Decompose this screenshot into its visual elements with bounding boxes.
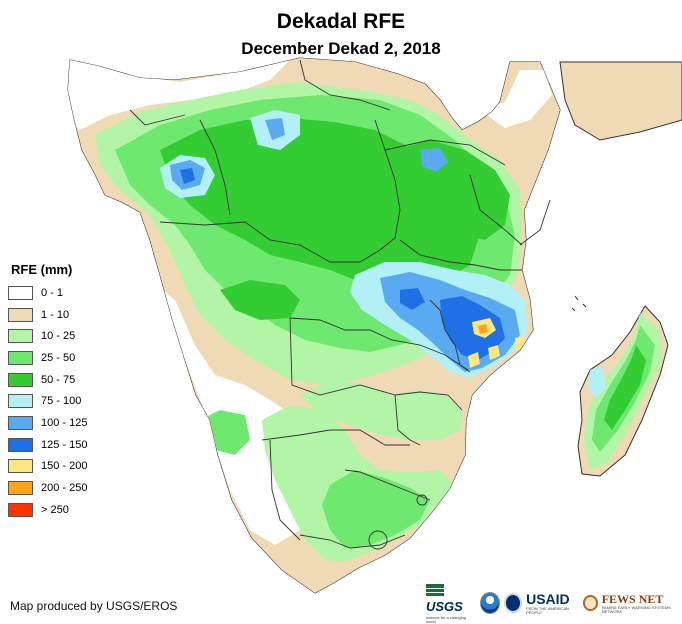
legend-label: 1 - 10: [41, 308, 70, 321]
legend-item: 50 - 75: [8, 369, 128, 391]
usaid-tagline: FROM THE AMERICAN PEOPLE: [526, 605, 569, 615]
map-credit: Map produced by USGS/EROS: [10, 599, 178, 613]
legend-label: 100 - 125: [41, 416, 88, 429]
usgs-icon: [426, 584, 444, 597]
madagascar-rain-50-75: [604, 345, 646, 430]
country-borders: [129, 59, 551, 549]
legend-label: 50 - 75: [41, 373, 76, 386]
legend-item: 200 - 250: [8, 477, 128, 499]
usaid-logo: USAID FROM THE AMERICAN PEOPLE: [526, 592, 579, 615]
map-subtitle: December Dekad 2, 2018: [241, 39, 441, 58]
legend-item: 1 - 10: [8, 304, 128, 326]
legend: RFE (mm) 0 - 1 1 - 10 10 - 25 25 - 50 50 - 7…: [8, 262, 128, 521]
legend-swatch: [8, 350, 33, 365]
legend-title: RFE (mm): [11, 262, 73, 277]
legend-swatch: [8, 437, 33, 452]
fews-net-icon: [583, 595, 598, 611]
legend-item: 10 - 25: [8, 325, 128, 347]
legend-item: 100 - 125: [8, 412, 128, 434]
usaid-name: USAID: [526, 590, 570, 607]
legend-item: 25 - 50: [8, 347, 128, 369]
legend-swatch: [8, 459, 33, 474]
legend-swatch: [8, 415, 33, 430]
legend-swatch: [8, 481, 33, 496]
rain-zone-125-150: [180, 168, 505, 360]
legend-swatch: [8, 394, 33, 409]
legend-swatch: [8, 372, 33, 387]
noaa-icon: [480, 592, 500, 614]
legend-label: 25 - 50: [41, 351, 76, 364]
legend-label: 10 - 25: [41, 330, 76, 343]
usgs-tagline: science for a changing world: [426, 614, 467, 624]
fews-net-name: FEWS NET: [601, 591, 664, 606]
legend-swatch: [8, 285, 33, 300]
fews-net-logo: FEWS NET FAMINE EARLY WARNING SYSTEMS NE…: [602, 593, 682, 614]
fews-net-tagline: FAMINE EARLY WARNING SYSTEMS NETWORK: [601, 604, 671, 614]
legend-items: 0 - 1 1 - 10 10 - 25 25 - 50 50 - 75 75 - 100…: [8, 282, 128, 521]
legend-label: > 250: [41, 503, 69, 516]
legend-item: 75 - 100: [8, 390, 128, 412]
arabian-coast: [559, 61, 682, 141]
legend-label: 125 - 150: [41, 438, 88, 451]
legend-item: 0 - 1: [8, 282, 128, 304]
legend-swatch: [8, 307, 33, 322]
map-title: Dekadal RFE: [276, 10, 406, 33]
usgs-logo: USGS science for a changing world: [426, 583, 476, 624]
usgs-name: USGS: [426, 598, 463, 614]
usaid-seal-icon: [503, 593, 523, 613]
rain-zone-200-250: [478, 324, 488, 334]
legend-label: 0 - 1: [41, 286, 64, 299]
lesotho-border: [368, 530, 388, 550]
rain-zone-50-75: [160, 118, 510, 320]
legend-item: 125 - 150: [8, 434, 128, 456]
legend-label: 200 - 250: [41, 482, 88, 495]
legend-swatch: [8, 329, 33, 344]
madagascar-rain-75-100: [588, 366, 606, 398]
eswatini-border: [416, 494, 428, 506]
legend-swatch: [8, 502, 33, 517]
legend-label: 75 - 100: [41, 395, 82, 408]
comoros-islands: [571, 295, 587, 312]
legend-item: > 250: [8, 499, 128, 521]
legend-item: 150 - 200: [8, 456, 128, 478]
partner-logos: USGS science for a changing world USAID …: [426, 584, 682, 623]
legend-label: 150 - 200: [41, 460, 88, 473]
